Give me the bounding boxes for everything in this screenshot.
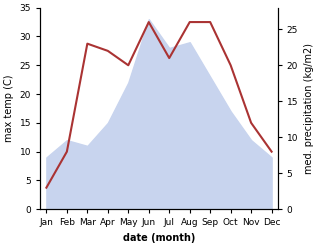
X-axis label: date (month): date (month) bbox=[123, 233, 195, 243]
Y-axis label: max temp (C): max temp (C) bbox=[4, 75, 14, 142]
Y-axis label: med. precipitation (kg/m2): med. precipitation (kg/m2) bbox=[304, 43, 314, 174]
